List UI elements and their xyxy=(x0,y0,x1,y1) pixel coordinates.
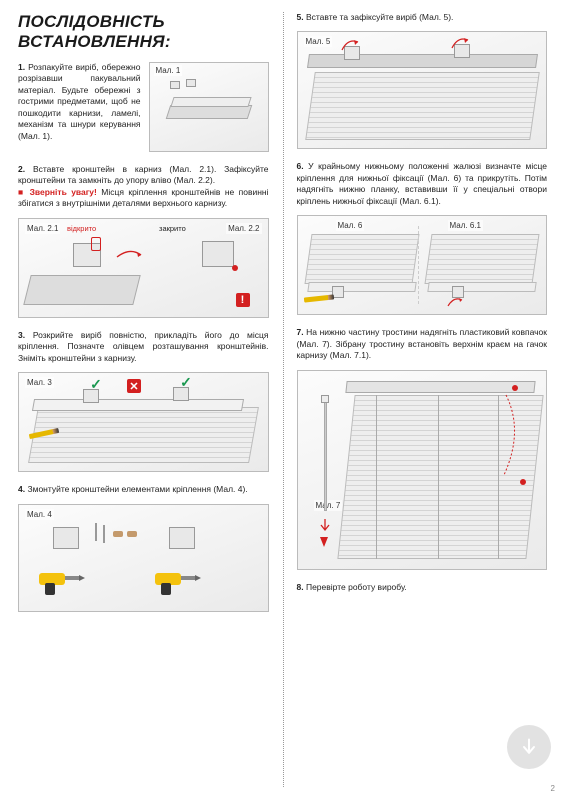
step7-body: На нижню частину тростини надягніть плас… xyxy=(297,327,548,360)
step4-body: Змонтуйте кронштейни елементами кріпленн… xyxy=(27,484,247,494)
fig22-label: Мал. 2.2 xyxy=(226,223,261,234)
right-column: 5. Вставте та зафіксуйте виріб (Мал. 5).… xyxy=(283,0,565,799)
step6-text: 6. У крайньому нижньому положенні жалюзі… xyxy=(297,161,548,207)
step3-num: 3. xyxy=(18,330,25,340)
figure-3: Мал. 3 ✕ ✓ ✓ xyxy=(18,372,269,472)
step2-text: 2. Вставте кронштейн в карниз (Мал. 2.1)… xyxy=(18,164,269,210)
step3-body: Розкрийте виріб повністю, прикладіть йог… xyxy=(18,330,269,363)
fig7-label: Мал. 7 xyxy=(314,500,343,511)
fig6-label: Мал. 6 xyxy=(336,220,365,231)
warn-icon: ! xyxy=(236,293,250,307)
page-title: ПОСЛІДОВНІСТЬ ВСТАНОВЛЕННЯ: xyxy=(18,12,269,52)
left-column: ПОСЛІДОВНІСТЬ ВСТАНОВЛЕННЯ: 1. Розпакуйт… xyxy=(0,0,283,799)
step8-body: Перевірте роботу виробу. xyxy=(306,582,407,592)
figure-1: Мал. 1 xyxy=(149,62,269,152)
fig21-label: Мал. 2.1 xyxy=(25,223,60,234)
page-number: 2 xyxy=(551,784,555,793)
figure-5: Мал. 5 xyxy=(297,31,548,149)
step1-num: 1. xyxy=(18,62,25,72)
step2-body: Вставте кронштейн в карниз (Мал. 2.1). З… xyxy=(18,164,269,185)
fig3-label: Мал. 3 xyxy=(25,377,54,388)
step5-body: Вставте та зафіксуйте виріб (Мал. 5). xyxy=(306,12,453,22)
check-icon-2: ✓ xyxy=(179,375,193,389)
step7-num: 7. xyxy=(297,327,304,337)
step4-num: 4. xyxy=(18,484,25,494)
label-closed: закрито xyxy=(159,224,186,233)
step5-num: 5. xyxy=(297,12,304,22)
step6-body: У крайньому нижньому положенні жалюзі ви… xyxy=(297,161,548,205)
drill-icon-2 xyxy=(155,565,197,595)
step1-body: Розпакуйте виріб, обережно розрізавши па… xyxy=(18,62,141,141)
step3-text: 3. Розкрийте виріб повністю, прикладіть … xyxy=(18,330,269,364)
figure-2: Мал. 2.1 Мал. 2.2 відкрито закрито ! xyxy=(18,218,269,318)
check-icon: ✓ xyxy=(89,377,103,391)
step4-text: 4. Змонтуйте кронштейни елементами кріпл… xyxy=(18,484,269,495)
figure-6: Мал. 6 Мал. 6.1 xyxy=(297,215,548,315)
x-icon: ✕ xyxy=(127,379,141,393)
drill-icon xyxy=(39,565,81,595)
fig1-label: Мал. 1 xyxy=(154,65,183,76)
step8-num: 8. xyxy=(297,582,304,592)
label-open: відкрито xyxy=(67,224,96,233)
step1-text: 1. Розпакуйте виріб, обережно розрізавши… xyxy=(18,62,141,156)
step8-text: 8. Перевірте роботу виробу. xyxy=(297,582,548,593)
fig4-label: Мал. 4 xyxy=(25,509,54,520)
figure-7: Мал. 7 Мал. 7.1 xyxy=(297,370,548,570)
step2-warn-label: Зверніть увагу! xyxy=(30,187,97,197)
step5-text: 5. Вставте та зафіксуйте виріб (Мал. 5). xyxy=(297,12,548,23)
step2-num: 2. xyxy=(18,164,25,174)
nav-arrow-overlay xyxy=(507,725,551,769)
step6-num: 6. xyxy=(297,161,304,171)
step7-text: 7. На нижню частину тростини надягніть п… xyxy=(297,327,548,361)
figure-4: Мал. 4 xyxy=(18,504,269,612)
fig61-label: Мал. 6.1 xyxy=(448,220,483,231)
fig5-label: Мал. 5 xyxy=(304,36,333,47)
